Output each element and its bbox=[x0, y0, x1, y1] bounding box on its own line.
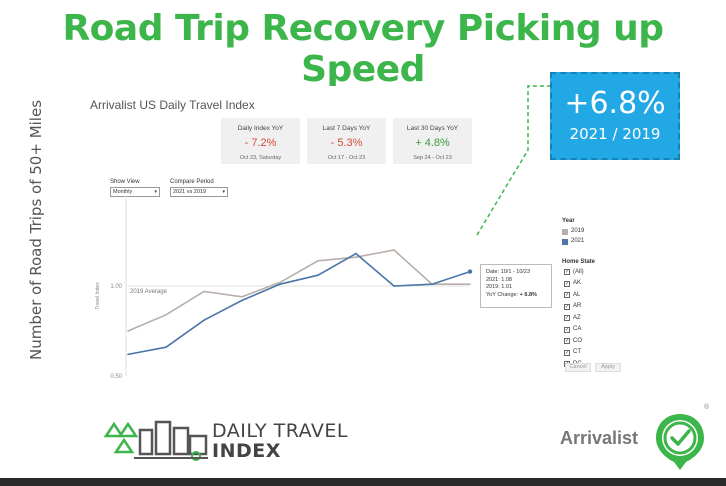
logo-text-line2: INDEX bbox=[212, 440, 281, 462]
data-point-2021[interactable] bbox=[241, 299, 243, 302]
state-label: CA bbox=[573, 326, 582, 332]
arrivalist-pin-icon bbox=[656, 414, 704, 470]
data-point-2021[interactable] bbox=[431, 283, 433, 285]
state-checkbox[interactable]: ✓ bbox=[564, 269, 570, 275]
data-point-2021[interactable] bbox=[317, 274, 319, 276]
kpi-value: - 7.2% bbox=[244, 137, 277, 149]
data-point-2021[interactable] bbox=[467, 269, 473, 274]
state-checkbox[interactable]: ✓ bbox=[564, 326, 570, 333]
home-state-title: Home State bbox=[562, 259, 596, 265]
state-checkbox[interactable]: ✓ bbox=[564, 303, 570, 310]
show-view-label: Show View bbox=[110, 179, 140, 185]
state-label: AL bbox=[573, 291, 581, 298]
data-point-2019[interactable] bbox=[393, 249, 395, 251]
kpi-last-30-days: Last 30 Days YoY + 4.8% Sep 24 - Oct 23 bbox=[393, 118, 472, 164]
data-point-2021[interactable] bbox=[279, 283, 281, 285]
data-point-2019[interactable] bbox=[469, 283, 471, 285]
tooltip-2021: 2021: 1.08 bbox=[486, 276, 512, 283]
data-point-2019[interactable] bbox=[241, 296, 243, 298]
y-axis-label: Travel Index bbox=[95, 282, 101, 310]
registered-mark-icon: ® bbox=[704, 404, 710, 411]
dashed-connector-line bbox=[476, 85, 550, 236]
data-point-2021[interactable] bbox=[165, 346, 167, 349]
series-line-2019 bbox=[127, 249, 470, 332]
show-view-value: Monthly bbox=[113, 189, 133, 195]
state-label: (All) bbox=[573, 268, 584, 275]
state-label: AZ bbox=[573, 314, 581, 321]
legend-swatch-2021 bbox=[562, 239, 568, 245]
cancel-button[interactable]: Cancel bbox=[565, 363, 591, 372]
kpi-value: + 4.8% bbox=[415, 137, 450, 149]
kpi-daily-index: Daily Index YoY - 7.2% Oct 23, Saturday bbox=[221, 118, 300, 164]
state-label: CT bbox=[573, 349, 581, 355]
yoy-callout: +6.8% 2021 / 2019 bbox=[550, 72, 680, 160]
kpi-date: Sep 24 - Oct 23 bbox=[413, 155, 452, 161]
state-label: CO bbox=[573, 337, 582, 344]
bottom-bar bbox=[0, 478, 726, 486]
daily-travel-index-logo-icon bbox=[104, 420, 208, 461]
tooltip-yoy: YoY Change: + 6.8% bbox=[486, 292, 546, 300]
arrivalist-wordmark: Arrivalist bbox=[560, 428, 639, 448]
logo-text-line1: DAILY TRAVEL bbox=[212, 420, 349, 442]
callout-value: +6.8% bbox=[564, 86, 666, 121]
data-point-2019[interactable] bbox=[165, 314, 167, 316]
state-checkbox[interactable]: ✓ bbox=[564, 292, 570, 298]
data-point-2019[interactable] bbox=[127, 330, 129, 332]
kpi-date: Oct 23, Saturday bbox=[239, 155, 282, 161]
show-view-select[interactable]: Monthly ▾ bbox=[110, 187, 160, 197]
series-line-2021 bbox=[127, 252, 471, 356]
y-tick-label: 1.00 bbox=[110, 284, 122, 290]
legend-label-2019: 2019 bbox=[571, 228, 585, 234]
state-checkbox[interactable]: ✓ bbox=[564, 349, 570, 356]
kpi-label: Daily Index YoY bbox=[237, 125, 284, 132]
kpi-label: Last 7 Days YoY bbox=[322, 125, 371, 132]
state-checkbox[interactable]: ✓ bbox=[564, 338, 570, 344]
kpi-date: Oct 17 - Oct 23 bbox=[327, 155, 366, 161]
dashboard-screenshot: Arrivalist US Daily Travel Index Daily I… bbox=[90, 86, 638, 381]
data-point-2019[interactable] bbox=[317, 260, 319, 262]
tooltip-date: Date: 10/1 - 10/23 bbox=[486, 269, 531, 275]
data-point-2021[interactable] bbox=[355, 252, 357, 255]
kpi-value: - 5.3% bbox=[330, 137, 363, 149]
data-point-2021[interactable] bbox=[393, 285, 395, 287]
legend-label-2021: 2021 bbox=[571, 238, 585, 244]
reference-line-label: 2019 Average bbox=[130, 289, 168, 295]
dashboard-title: Arrivalist US Daily Travel Index bbox=[90, 98, 255, 112]
apply-button[interactable]: Apply bbox=[595, 363, 621, 372]
chevron-down-icon: ▾ bbox=[222, 189, 225, 195]
data-point-2021[interactable] bbox=[127, 353, 129, 356]
tooltip-yoy-value: + 6.8% bbox=[519, 291, 537, 298]
kpi-last-7-days: Last 7 Days YoY - 5.3% Oct 17 - Oct 23 bbox=[307, 118, 386, 164]
headline: Road Trip Recovery Picking up Speed bbox=[62, 8, 664, 90]
legend-year-title: Year bbox=[562, 218, 575, 224]
compare-period-value: 2021 vs 2019 bbox=[173, 189, 207, 195]
data-point-2019[interactable] bbox=[279, 281, 281, 284]
tooltip-2019: 2019: 1.01 bbox=[486, 284, 512, 290]
compare-period-select[interactable]: 2021 vs 2019 ▾ bbox=[170, 187, 228, 197]
state-label: AR bbox=[573, 303, 582, 309]
travel-index-chart: 2019 Average 1.00 0.50 Travel Index bbox=[95, 196, 473, 380]
data-point-2019[interactable] bbox=[355, 256, 357, 258]
state-checkbox[interactable]: ✓ bbox=[564, 315, 570, 321]
state-label: AK bbox=[573, 280, 582, 286]
kpi-label: Last 30 Days YoY bbox=[406, 125, 459, 132]
legend-swatch-2019 bbox=[562, 229, 568, 235]
y-tick-label: 0.50 bbox=[110, 374, 122, 380]
tooltip-yoy-label: YoY Change: bbox=[486, 291, 520, 298]
compare-period-label: Compare Period bbox=[170, 179, 214, 185]
data-point-2021[interactable] bbox=[203, 319, 205, 321]
state-checkbox[interactable]: ✓ bbox=[564, 280, 570, 287]
callout-period: 2021 / 2019 bbox=[569, 125, 661, 143]
hover-tooltip: Date: 10/1 - 10/23 2021: 1.08 2019: 1.01… bbox=[480, 264, 552, 308]
data-point-2019[interactable] bbox=[203, 290, 205, 293]
chevron-down-icon: ▾ bbox=[154, 189, 157, 195]
